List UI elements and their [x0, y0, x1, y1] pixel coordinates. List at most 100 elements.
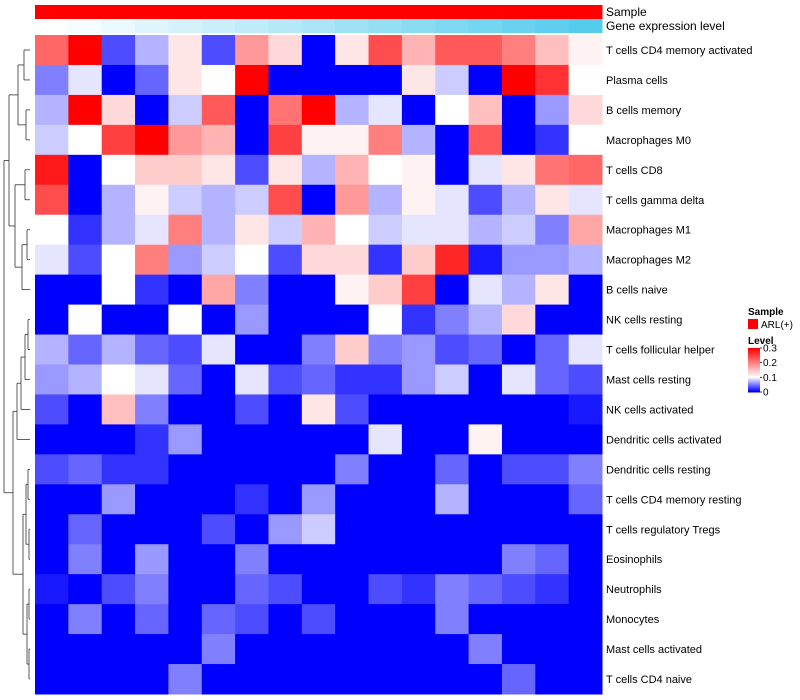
heatmap-cell: [235, 244, 269, 276]
heatmap-cell: [301, 514, 336, 545]
heatmap-cell: [401, 544, 436, 575]
heatmap-cell: [335, 394, 370, 425]
level-colorbar-segment: [748, 371, 760, 373]
level-colorbar-segment: [748, 359, 760, 361]
level-colorbar-segment: [748, 352, 760, 354]
heatmap-cell: [201, 244, 236, 276]
heatmap-cell: [335, 604, 370, 635]
heatmap-cell: [168, 244, 203, 276]
heatmap-cell: [435, 394, 470, 425]
heatmap-cell: [301, 454, 336, 485]
heatmap-cell: [268, 514, 303, 545]
heatmap-cell: [335, 154, 370, 186]
heatmap-cell: [101, 184, 136, 216]
heatmap-cell: [535, 94, 570, 126]
heatmap-cell: [168, 454, 203, 485]
heatmap-cell: [301, 64, 336, 96]
heatmap-cell: [401, 454, 436, 485]
heatmap-cell: [201, 184, 236, 216]
heatmap-cell: [401, 514, 436, 545]
heatmap-cell: [235, 454, 269, 485]
heatmap-cell: [168, 514, 203, 545]
heatmap-cell: [301, 634, 336, 665]
heatmap-cell: [568, 35, 603, 66]
heatmap-cell: [35, 124, 69, 156]
heatmap-cell: [568, 634, 603, 665]
sample-track-cell: [101, 5, 136, 19]
sample-legend-swatch: [748, 319, 758, 329]
heatmap-cell: [435, 574, 470, 605]
heatmap-cell: [268, 364, 303, 395]
level-colorbar-segment: [748, 358, 760, 360]
heatmap-cells: [35, 35, 603, 695]
heatmap-cell: [201, 364, 236, 395]
heatmap-cell: [68, 244, 103, 276]
heatmap-cell: [68, 184, 103, 216]
heatmap-cell: [535, 304, 570, 336]
heatmap-cell: [68, 274, 103, 306]
heatmap-cell: [235, 574, 269, 605]
heatmap-cell: [368, 244, 403, 276]
heatmap-cell: [268, 124, 303, 156]
heatmap-cell: [468, 35, 503, 66]
sample-track-cell: [501, 5, 536, 19]
heatmap-cell: [335, 124, 370, 156]
heatmap-cell: [568, 304, 603, 336]
level-colorbar-segment: [748, 372, 760, 374]
heatmap-cell: [235, 274, 269, 306]
heatmap-cell: [401, 364, 436, 395]
heatmap-cell: [468, 364, 503, 395]
heatmap-cell: [101, 664, 136, 695]
heatmap-cell: [535, 604, 570, 635]
heatmap-cell: [568, 154, 603, 186]
heatmap-cell: [501, 604, 536, 635]
sample-track-cell: [35, 5, 69, 19]
heatmap-cell: [201, 304, 236, 336]
heatmap-cell: [435, 334, 470, 365]
heatmap-cell: [68, 634, 103, 665]
expression-track-cell: [501, 19, 536, 33]
heatmap-cell: [535, 514, 570, 545]
expression-track-cell: [135, 19, 169, 33]
level-colorbar-segment: [748, 362, 760, 364]
heatmap-cell: [468, 454, 503, 485]
row-label: Neutrophils: [606, 584, 662, 596]
sample-track-cell: [335, 5, 370, 19]
heatmap-cell: [568, 454, 603, 485]
heatmap-cell: [168, 274, 203, 306]
heatmap-cell: [335, 514, 370, 545]
heatmap-cell: [301, 244, 336, 276]
heatmap-cell: [35, 244, 69, 276]
level-colorbar-segment: [748, 349, 760, 351]
heatmap-cell: [401, 154, 436, 186]
heatmap-cell: [135, 634, 169, 665]
level-colorbar-segment: [748, 386, 760, 388]
level-colorbar-segment: [748, 365, 760, 367]
heatmap-cell: [335, 424, 370, 455]
heatmap-cell: [135, 484, 169, 515]
sample-track-cell: [235, 5, 269, 19]
heatmap-cell: [101, 544, 136, 575]
heatmap-cell: [301, 484, 336, 515]
level-colorbar-segment: [748, 351, 760, 353]
heatmap-cell: [235, 304, 269, 336]
heatmap-cell: [368, 634, 403, 665]
heatmap-cell: [68, 394, 103, 425]
heatmap-cell: [535, 394, 570, 425]
heatmap-cell: [135, 514, 169, 545]
heatmap-cell: [301, 274, 336, 306]
level-colorbar-segment: [748, 378, 760, 380]
heatmap-cell: [468, 64, 503, 96]
heatmap-cell: [568, 124, 603, 156]
heatmap-cell: [301, 424, 336, 455]
heatmap-cell: [235, 154, 269, 186]
heatmap-cell: [235, 634, 269, 665]
heatmap-cell: [468, 214, 503, 246]
heatmap-cell: [568, 274, 603, 306]
level-colorbar-segment: [748, 376, 760, 378]
heatmap-cell: [35, 64, 69, 96]
heatmap-cell: [235, 424, 269, 455]
level-tick-label: 0.2: [763, 358, 777, 369]
heatmap-cell: [435, 214, 470, 246]
